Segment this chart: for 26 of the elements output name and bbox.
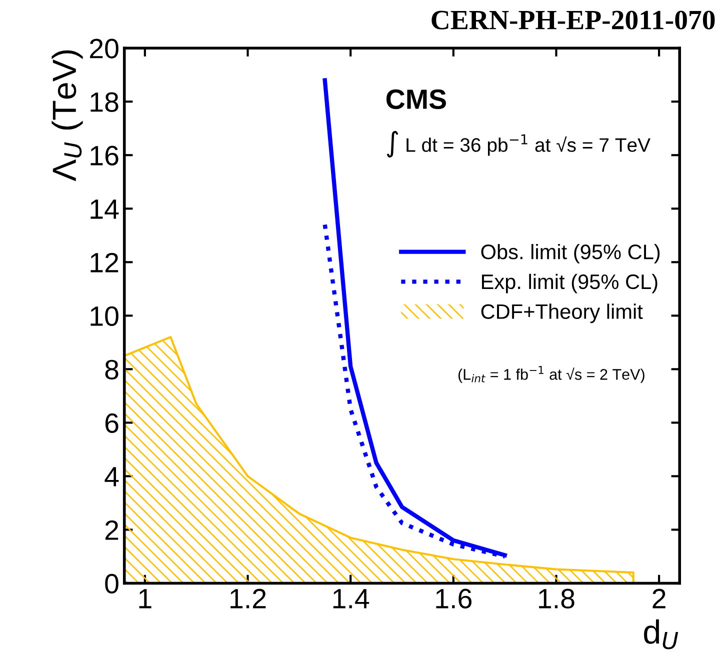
x-tick-label: 1.4 (333, 589, 370, 608)
legend-label: CDF+Theory limit (481, 304, 643, 324)
y-tick-label: 20 (90, 38, 118, 58)
x-tick-label: 2 (652, 588, 666, 608)
x-tick-label: 1.2 (230, 588, 266, 608)
y-tick-label: 2 (105, 520, 118, 540)
annotation: ∫ L dt = 36 pb$^{−1}$ at √s = 7 TeV (386, 130, 650, 158)
y-tick-label: 8 (105, 360, 118, 380)
y-tick-label: 4 (104, 467, 119, 486)
x-tick-label: 1.6 (436, 588, 472, 608)
y-tick-label: 14 (90, 200, 119, 219)
x-tick-label: 1.8 (539, 588, 574, 608)
legend-label: Obs. limit (95% CL) (481, 244, 660, 264)
annotation: (L$_{int}$ = 1 fb$^{−1}$ at √s = 2 TeV) (458, 366, 644, 383)
x-axis-title: d$_{U}$ (644, 619, 678, 650)
y-tick-label: 16 (90, 146, 118, 166)
y-tick-label: 18 (90, 92, 118, 112)
y-tick-label: 6 (105, 413, 118, 434)
legend-label: Exp. limit (95% CL) (482, 274, 658, 294)
y-tick-label: 10 (90, 306, 118, 326)
y-tick-label: 0 (105, 574, 118, 594)
y-tick-label: 12 (90, 252, 118, 272)
y-axis-title: Λ$_{U}$ (TeV) (52, 50, 83, 182)
text: CERN-PH-EP-2011-070 (432, 10, 715, 30)
annotation: CMS (386, 89, 446, 110)
x-tick-label: 1 (139, 589, 152, 608)
